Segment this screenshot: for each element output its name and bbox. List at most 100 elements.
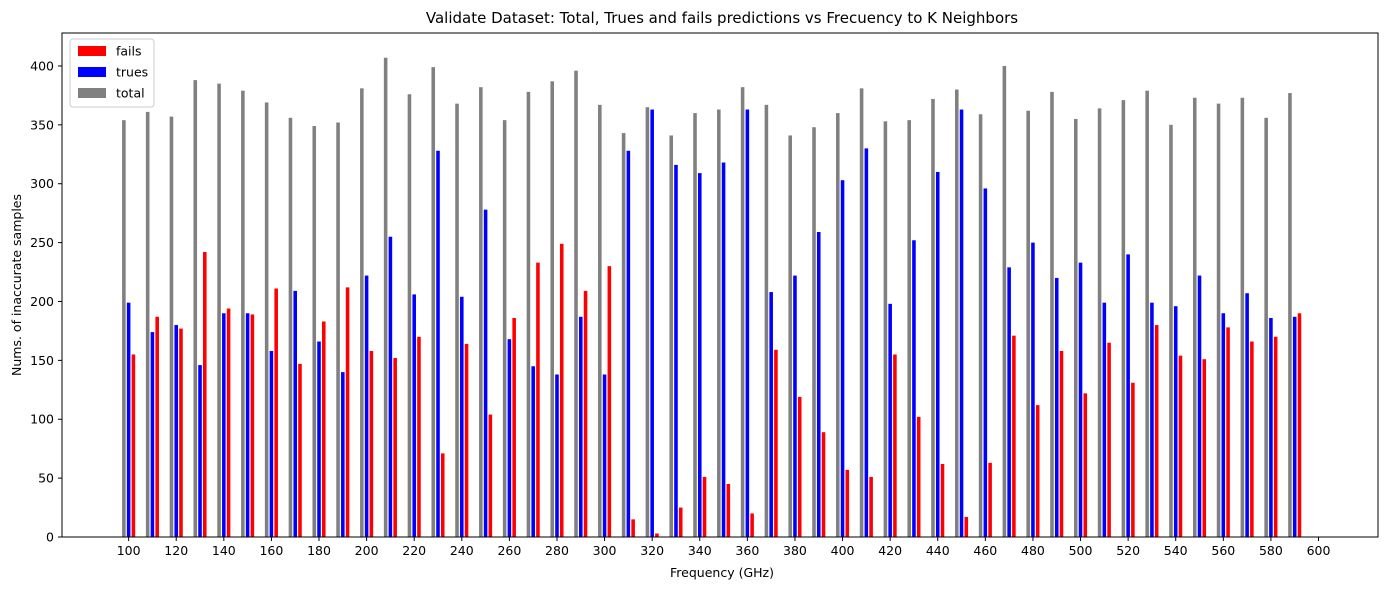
x-tick-label: 280 (545, 543, 569, 558)
bar-trues-540 (1173, 306, 1178, 537)
bar-fails-310 (631, 519, 635, 537)
bar-total-470 (1002, 65, 1007, 537)
bar-total-280 (550, 81, 555, 537)
bar-trues-520 (1126, 254, 1130, 537)
bar-trues-390 (816, 232, 821, 537)
bar-trues-130 (198, 365, 202, 537)
bar-total-200 (360, 88, 364, 537)
bar-trues-370 (769, 292, 773, 537)
bar-fails-190 (345, 287, 350, 537)
bar-fails-100 (131, 354, 136, 537)
chart-title: Validate Dataset: Total, Trues and fails… (426, 9, 1018, 27)
x-tick-label: 120 (164, 543, 188, 558)
bar-total-260 (502, 120, 507, 537)
bar-trues-470 (1007, 267, 1011, 537)
bar-total-440 (931, 98, 935, 537)
bar-total-190 (336, 122, 340, 537)
bar-trues-510 (1102, 302, 1107, 537)
bar-total-220 (407, 94, 412, 537)
x-tick-label: 260 (497, 543, 521, 558)
x-tick-label: 340 (688, 543, 712, 558)
bar-fails-560 (1226, 327, 1230, 537)
bar-fails-530 (1154, 325, 1159, 537)
bar-total-500 (1073, 118, 1078, 538)
bar-total-540 (1169, 124, 1173, 537)
bar-total-410 (859, 88, 864, 537)
legend-label-total: total (116, 86, 145, 101)
legend: fails trues total (69, 38, 155, 108)
bar-trues-400 (840, 180, 845, 537)
bar-trues-100 (126, 302, 131, 537)
bar-total-480 (1026, 110, 1030, 537)
bar-trues-490 (1054, 277, 1059, 537)
bar-trues-140 (222, 313, 226, 537)
y-tick-label: 400 (30, 58, 54, 73)
bar-total-320 (645, 107, 650, 537)
bar-trues-330 (674, 164, 678, 537)
x-tick-label: 420 (878, 543, 902, 558)
bar-trues-410 (864, 148, 869, 537)
bar-total-160 (264, 102, 269, 537)
bar-trues-530 (1150, 302, 1154, 537)
bar-total-520 (1121, 100, 1126, 538)
x-tick-label: 220 (402, 543, 426, 558)
bar-fails-590 (1297, 313, 1302, 537)
x-tick-label: 560 (1211, 543, 1235, 558)
bar-fails-510 (1107, 342, 1111, 537)
bar-fails-540 (1178, 355, 1183, 537)
bar-total-580 (1264, 117, 1268, 537)
bar-trues-260 (507, 339, 512, 537)
bar-fails-480 (1035, 405, 1040, 537)
bar-total-100 (122, 120, 126, 537)
bar-fails-440 (940, 463, 945, 537)
bar-total-380 (788, 135, 792, 537)
x-tick-label: 440 (926, 543, 950, 558)
y-tick-label: 100 (30, 412, 54, 427)
bar-total-130 (193, 80, 198, 537)
bar-fails-550 (1202, 359, 1207, 537)
bar-fails-580 (1273, 336, 1278, 537)
bar-total-530 (1145, 90, 1149, 537)
bar-total-430 (907, 120, 911, 537)
bar-fails-220 (417, 336, 421, 537)
bar-fails-360 (750, 513, 754, 537)
legend-swatch-trues (78, 67, 106, 77)
x-tick-label: 380 (783, 543, 807, 558)
bar-trues-120 (174, 325, 179, 537)
bar-trues-270 (531, 366, 535, 537)
bar-fails-370 (774, 349, 778, 537)
bar-fails-130 (203, 252, 207, 537)
bar-total-460 (978, 114, 983, 537)
bar-fails-280 (559, 243, 564, 538)
y-axis: 0 50 100 150 200 250 300 350 400 (30, 58, 62, 545)
bar-total-300 (598, 104, 602, 537)
bar-trues-590 (1292, 316, 1297, 537)
bar-total-270 (526, 91, 531, 537)
bar-trues-110 (150, 332, 155, 537)
x-tick-label: 160 (259, 543, 283, 558)
bar-trues-320 (650, 109, 654, 537)
bar-trues-210 (388, 236, 393, 537)
bar-fails-490 (1059, 350, 1064, 537)
bar-total-560 (1216, 103, 1221, 538)
x-tick-label: 140 (212, 543, 236, 558)
x-tick-label: 200 (355, 543, 379, 558)
bar-fails-240 (464, 343, 469, 537)
bar-trues-300 (602, 374, 607, 537)
bar-fails-300 (607, 266, 612, 537)
legend-swatch-fails (78, 46, 106, 56)
x-tick-label: 360 (735, 543, 759, 558)
bar-total-350 (717, 109, 721, 537)
legend-swatch-total (78, 88, 106, 98)
bar-total-390 (812, 127, 816, 538)
bar-total-550 (1192, 97, 1197, 538)
plot-area (122, 57, 1302, 538)
x-tick-label: 500 (1069, 543, 1093, 558)
bar-fails-450 (964, 516, 969, 537)
bar-fails-200 (369, 350, 374, 537)
bar-total-510 (1097, 108, 1102, 538)
bar-fails-340 (702, 476, 707, 537)
x-tick-label: 460 (973, 543, 997, 558)
bar-trues-550 (1197, 275, 1202, 537)
